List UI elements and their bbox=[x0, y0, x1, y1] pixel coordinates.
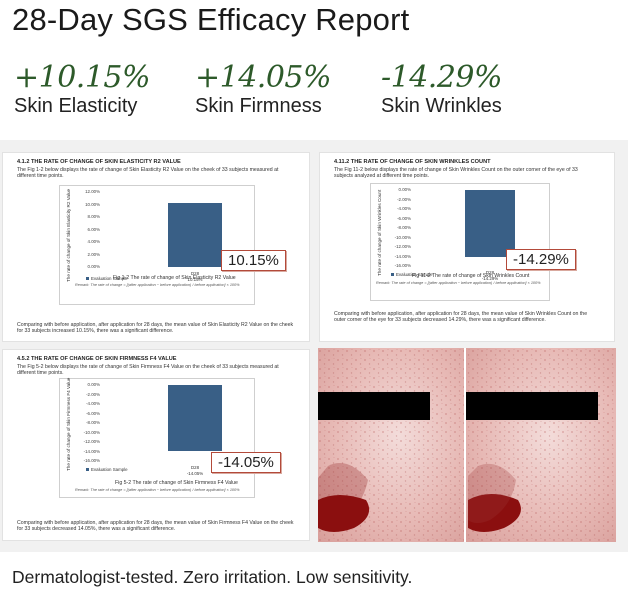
elasticity-y-tick: 12.00% bbox=[85, 189, 100, 194]
firmness-remark: Remark: The rate of change = [(after app… bbox=[75, 488, 240, 492]
wrinkles-remark: Remark: The rate of change = [(after app… bbox=[376, 281, 541, 285]
firmness-y-tick: -4.00% bbox=[86, 401, 100, 406]
wrinkles-conclusion: Comparing with before application, after… bbox=[334, 311, 588, 324]
elasticity-legend-label: Evaluation Sample bbox=[91, 276, 128, 281]
stat-firmness-label: Skin Firmness bbox=[195, 95, 322, 117]
firmness-caption: Fig 5-2 The rate of change of Skin Firmn… bbox=[115, 480, 238, 486]
firmness-legend-label: Evaluation Sample bbox=[91, 467, 128, 472]
wrinkles-y-tick: -12.00% bbox=[394, 244, 411, 249]
lips bbox=[318, 495, 370, 532]
wrinkles-x-category: D28 bbox=[485, 270, 495, 275]
firmness-callout: -14.05% bbox=[211, 452, 281, 473]
firmness-y-tick: -6.00% bbox=[86, 410, 100, 416]
stat-elasticity-value: +10.15% bbox=[14, 60, 151, 95]
stat-wrinkles-value: -14.29% bbox=[381, 60, 503, 95]
elasticity-y-tick: 4.00% bbox=[87, 239, 100, 244]
wrinkles-caption: Fig 11-2 The rate of change of Skin Wrin… bbox=[412, 273, 530, 279]
elasticity-y-tick: 8.00% bbox=[87, 214, 100, 219]
firmness-legend: Evaluation Sample bbox=[86, 467, 128, 472]
wrinkles-chart: The rate of change of Skin Wrinkles Coun… bbox=[370, 183, 550, 301]
elasticity-report-card: 4.1.2 THE RATE OF CHANGE OF SKIN ELASTIC… bbox=[2, 152, 310, 342]
wrinkles-legend-label: Evaluation Sample bbox=[396, 272, 433, 277]
stat-elasticity: +10.15% Skin Elasticity bbox=[14, 60, 151, 118]
elasticity-conclusion: Comparing with before application, after… bbox=[17, 322, 294, 335]
firmness-conclusion: Comparing with before application, after… bbox=[17, 520, 294, 533]
firmness-chart: The rate of change of Skin Firmness F4 V… bbox=[59, 378, 255, 498]
firmness-y-tick: -12.00% bbox=[83, 439, 100, 444]
firmness-heading: 4.5.2 THE RATE OF CHANGE OF SKIN FIRMNES… bbox=[17, 356, 177, 362]
legend-swatch bbox=[86, 277, 89, 281]
elasticity-chart: The rate of change of Skin Elasticity R2… bbox=[59, 185, 255, 305]
firmness-y-tick: -14.00% bbox=[83, 448, 100, 454]
stat-elasticity-label: Skin Elasticity bbox=[14, 95, 138, 117]
firmness-bar-value-label: -14.05% bbox=[186, 471, 204, 476]
firmness-description: The Fig 5-2 below displays the rate of c… bbox=[17, 364, 279, 377]
wrinkles-report-card: 4.11.2 THE RATE OF CHANGE OF SKIN WRINKL… bbox=[319, 152, 615, 342]
wrinkles-y-tick: -8.00% bbox=[397, 225, 411, 230]
stat-firmness: +14.05% Skin Firmness bbox=[195, 60, 332, 118]
elasticity-remark: Remark: The rate of change = [(after app… bbox=[75, 283, 240, 287]
elasticity-y-tick: 2.00% bbox=[87, 251, 100, 257]
wrinkles-y-tick: -4.00% bbox=[397, 206, 411, 211]
wrinkles-bar-d28 bbox=[465, 189, 515, 257]
stat-wrinkles-label: Skin Wrinkles bbox=[381, 95, 502, 117]
wrinkles-description: The Fig 11-2 below displays the rate of … bbox=[334, 167, 578, 180]
legend-swatch bbox=[86, 468, 89, 472]
report-title: 28-Day SGS Efficacy Report bbox=[12, 2, 410, 37]
firmness-report-card: 4.5.2 THE RATE OF CHANGE OF SKIN FIRMNES… bbox=[2, 349, 310, 541]
firmness-x-category: D28 bbox=[190, 465, 200, 470]
eye-censor-bar bbox=[466, 392, 598, 420]
elasticity-callout: 10.15% bbox=[221, 250, 286, 271]
wrinkles-y-tick: -6.00% bbox=[397, 215, 411, 221]
legend-swatch bbox=[391, 273, 394, 277]
elasticity-legend: Evaluation Sample bbox=[86, 276, 128, 281]
firmness-y-tick: 0.00% bbox=[87, 382, 100, 387]
elasticity-description: The Fig 1-2 below displays the rate of c… bbox=[17, 167, 279, 180]
wrinkles-heading: 4.11.2 THE RATE OF CHANGE OF SKIN WRINKL… bbox=[334, 159, 491, 165]
eye-censor-bar bbox=[318, 392, 430, 420]
firmness-y-tick: -8.00% bbox=[86, 420, 100, 425]
elasticity-caption: Fig 1-2 The rate of change of Skin Elast… bbox=[113, 275, 236, 281]
wrinkles-y-tick: 0.00% bbox=[398, 187, 411, 192]
stat-wrinkles: -14.29% Skin Wrinkles bbox=[381, 60, 503, 118]
stat-firmness-value: +14.05% bbox=[195, 60, 332, 95]
wrinkles-legend: Evaluation Sample bbox=[391, 272, 433, 277]
elasticity-y-axis-label: The rate of change of Skin Elasticity R2… bbox=[66, 188, 71, 282]
skin-photo-illustration bbox=[318, 348, 616, 542]
elasticity-y-tick: 0.00% bbox=[87, 264, 100, 269]
elasticity-bar-value-label: 10.15% bbox=[187, 277, 203, 282]
firmness-y-tick: -2.00% bbox=[86, 391, 100, 397]
wrinkles-y-tick: -2.00% bbox=[397, 196, 411, 202]
elasticity-y-tick: 6.00% bbox=[87, 226, 100, 232]
elasticity-heading: 4.1.2 THE RATE OF CHANGE OF SKIN ELASTIC… bbox=[17, 159, 181, 165]
firmness-y-tick: -10.00% bbox=[83, 429, 100, 435]
wrinkles-y-tick: -10.00% bbox=[394, 234, 411, 240]
elasticity-bar-d28 bbox=[168, 203, 222, 267]
footer-tagline: Dermatologist-tested. Zero irritation. L… bbox=[12, 567, 413, 587]
firmness-y-tick: -16.00% bbox=[83, 458, 100, 463]
firmness-bar-d28 bbox=[168, 384, 222, 451]
wrinkles-y-tick: -16.00% bbox=[394, 263, 411, 268]
skin-comparison-photos bbox=[318, 348, 616, 542]
wrinkles-y-axis-label: The rate of change of Skin Wrinkles Coun… bbox=[377, 189, 382, 276]
firmness-y-axis-label: The rate of change of Skin Firmness F4 V… bbox=[66, 377, 71, 471]
wrinkles-callout: -14.29% bbox=[506, 249, 576, 270]
elasticity-y-tick: 10.00% bbox=[85, 201, 100, 207]
lips bbox=[468, 494, 521, 532]
wrinkles-bar-value-label: -14.29% bbox=[481, 276, 499, 281]
elasticity-x-category: D28 bbox=[190, 271, 200, 276]
wrinkles-y-tick: -14.00% bbox=[394, 253, 411, 259]
